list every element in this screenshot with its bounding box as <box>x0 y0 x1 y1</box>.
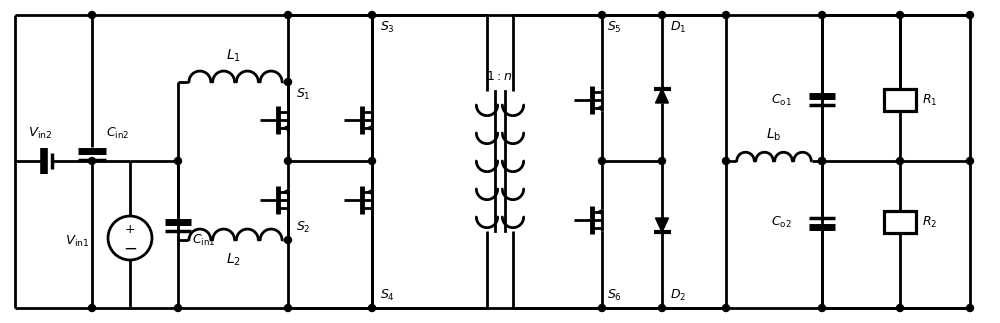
Circle shape <box>966 158 973 164</box>
Circle shape <box>818 158 825 164</box>
Text: $S_4$: $S_4$ <box>380 288 395 303</box>
Text: $C_\mathrm{in1}$: $C_\mathrm{in1}$ <box>192 233 215 248</box>
Circle shape <box>598 12 606 18</box>
Text: $C_\mathrm{o2}$: $C_\mathrm{o2}$ <box>771 214 792 230</box>
Polygon shape <box>656 89 668 103</box>
Circle shape <box>369 12 376 18</box>
Circle shape <box>658 12 666 18</box>
Text: $V_\mathrm{in2}$: $V_\mathrm{in2}$ <box>28 126 52 141</box>
Circle shape <box>896 305 903 311</box>
Text: $S_2$: $S_2$ <box>296 220 311 235</box>
Text: $1{:}n$: $1{:}n$ <box>486 70 512 83</box>
Circle shape <box>285 12 292 18</box>
Circle shape <box>966 12 973 18</box>
Circle shape <box>896 158 903 164</box>
Bar <box>884 89 916 111</box>
Text: $L_1$: $L_1$ <box>226 47 240 64</box>
Bar <box>884 211 916 233</box>
Circle shape <box>598 305 606 311</box>
Text: $S_3$: $S_3$ <box>380 20 395 35</box>
Text: $-$: $-$ <box>123 239 137 256</box>
Text: $C_\mathrm{in2}$: $C_\mathrm{in2}$ <box>106 126 129 141</box>
Text: $R_1$: $R_1$ <box>922 92 937 108</box>
Circle shape <box>966 305 973 311</box>
Circle shape <box>818 158 825 164</box>
Text: $S_5$: $S_5$ <box>607 20 622 35</box>
Circle shape <box>89 305 96 311</box>
Circle shape <box>89 12 96 18</box>
Circle shape <box>722 305 730 311</box>
Circle shape <box>722 12 730 18</box>
Polygon shape <box>656 218 668 232</box>
Circle shape <box>285 305 292 311</box>
Circle shape <box>658 158 666 164</box>
Circle shape <box>598 158 606 164</box>
Circle shape <box>285 158 292 164</box>
Circle shape <box>896 12 903 18</box>
Text: $D_2$: $D_2$ <box>670 288 686 303</box>
Circle shape <box>818 305 825 311</box>
Circle shape <box>369 158 376 164</box>
Circle shape <box>818 12 825 18</box>
Text: $C_\mathrm{o1}$: $C_\mathrm{o1}$ <box>771 92 792 108</box>
Text: $L_\mathrm{b}$: $L_\mathrm{b}$ <box>766 127 782 143</box>
Circle shape <box>285 236 292 244</box>
Text: $+$: $+$ <box>124 223 136 235</box>
Text: $D_1$: $D_1$ <box>670 20 686 35</box>
Text: $V_\mathrm{in1}$: $V_\mathrm{in1}$ <box>65 234 90 249</box>
Text: $S_1$: $S_1$ <box>296 87 311 102</box>
Circle shape <box>175 305 182 311</box>
Circle shape <box>175 158 182 164</box>
Text: $R_2$: $R_2$ <box>922 214 937 230</box>
Circle shape <box>722 158 730 164</box>
Circle shape <box>89 158 96 164</box>
Circle shape <box>369 305 376 311</box>
Circle shape <box>658 305 666 311</box>
Text: $S_6$: $S_6$ <box>607 288 622 303</box>
Text: $L_2$: $L_2$ <box>226 252 240 268</box>
Circle shape <box>285 78 292 86</box>
